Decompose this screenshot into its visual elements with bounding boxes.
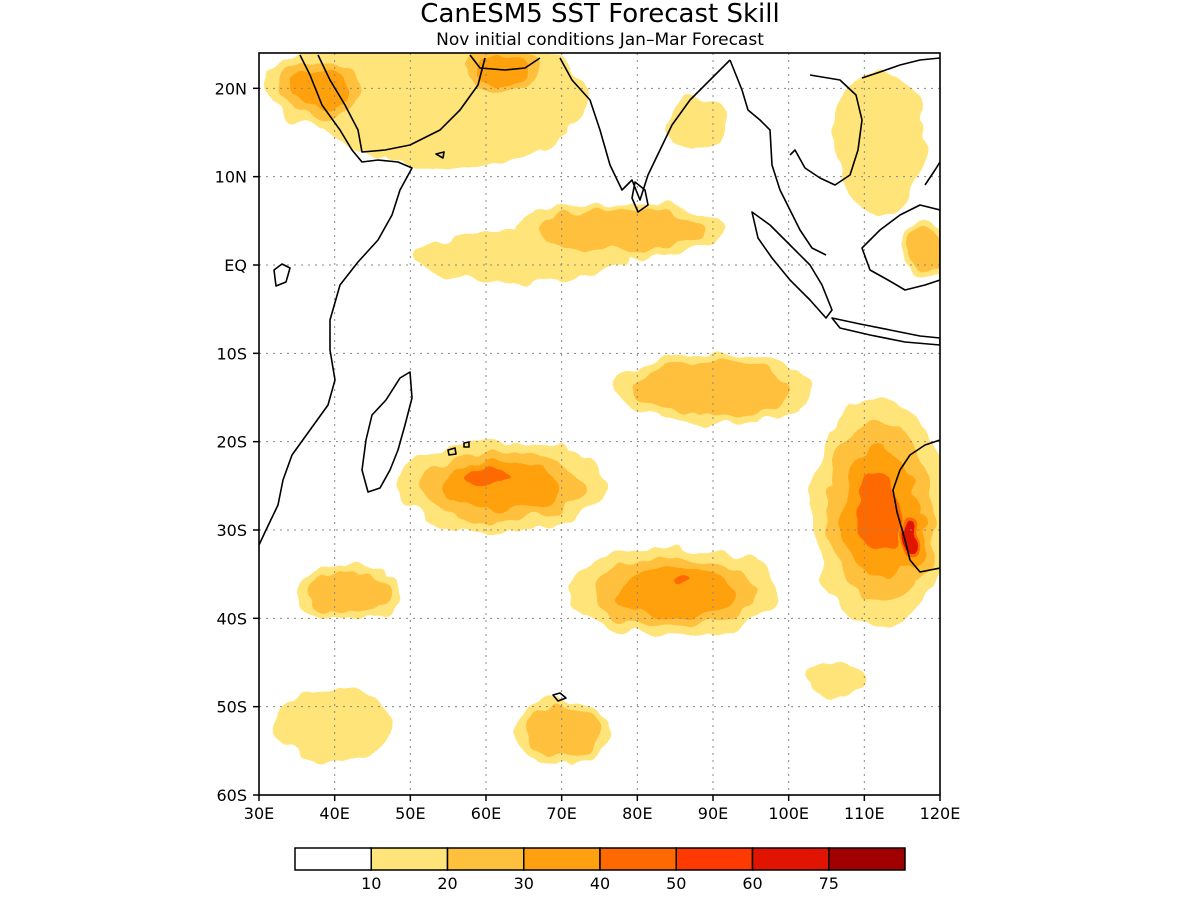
lon-tick-label: 60E [471, 804, 501, 823]
skill-region-subantarctic-east-l1 [803, 662, 865, 698]
lat-tick-label: 10S [216, 344, 247, 363]
lat-tick-label: 20S [216, 433, 247, 452]
lon-tick-label: 70E [546, 804, 576, 823]
color-bar-swatch [370, 847, 449, 871]
reunion-island [463, 441, 470, 448]
color-bar: 10 20 30 40 50 60 75 [294, 847, 906, 893]
lat-tick-label: 30S [216, 521, 247, 540]
skill-region-subantarctic-west-l1 [274, 689, 396, 760]
map-frame [258, 52, 941, 796]
lon-tick-label: 50E [395, 804, 425, 823]
lon-tick-label: 100E [768, 804, 809, 823]
skill-region-gulf-oman-l3 [471, 55, 531, 86]
philippines-coastline [924, 161, 940, 186]
iran-coastline [469, 54, 541, 71]
color-bar-swatch [446, 847, 525, 871]
skill-region-southern-band-core-l4 [675, 578, 691, 588]
color-bar-label: 10 [361, 874, 381, 893]
lon-tick-label: 40E [319, 804, 349, 823]
color-bar-swatch [751, 847, 830, 871]
coastlines [259, 54, 940, 702]
map-title: CanESM5 SST Forecast Skill [420, 0, 779, 29]
lon-tick-label: 110E [844, 804, 885, 823]
skill-region-southwest-patch-l2 [308, 571, 392, 613]
socotra-island [435, 151, 445, 159]
java-coastline [831, 317, 940, 346]
sri-lanka-coastline [631, 181, 649, 213]
lat-tick-label: EQ [224, 256, 247, 275]
color-bar-label: 50 [666, 874, 686, 893]
lon-tick-label: 90E [698, 804, 728, 823]
lat-tick-label: 40S [216, 609, 247, 628]
color-bar-swatch [675, 847, 754, 871]
arabia-coastline [317, 54, 486, 153]
malay-peninsula-coastline [729, 59, 827, 256]
lat-tick-label: 10N [215, 168, 247, 187]
sumatra-coastline [751, 211, 833, 319]
skill-region-southern-band-l3 [615, 567, 735, 617]
skill-region-madagascar-core-l4 [462, 467, 510, 487]
lon-tick-label: 30E [244, 804, 274, 823]
skill-region-bay-of-bengal-l1 [667, 97, 729, 151]
lat-tick-label: 20N [215, 79, 247, 98]
color-bar-swatch [599, 847, 677, 871]
skill-region-red-sea-gulf-l3 [289, 68, 350, 109]
map-axes: 30E 40E 50E 60E 70E 80E 90E 100E 110E 120E 20N 10N E… [215, 79, 961, 823]
africa-coastline [259, 54, 413, 546]
color-bar-swatch [294, 847, 372, 871]
lat-tick-label: 50S [216, 698, 247, 717]
skill-region-east-equatorial-band-l2 [539, 208, 705, 251]
map-grid [259, 53, 940, 795]
borneo-coastline [861, 204, 940, 291]
color-bar-label: 40 [590, 874, 610, 893]
indochina-coastline [789, 74, 863, 186]
color-bar-swatch [523, 847, 601, 871]
madagascar-coastline [361, 371, 413, 493]
color-bar-label: 30 [514, 874, 534, 893]
india-coastline [559, 57, 731, 201]
kerguelen-island [552, 692, 567, 702]
lon-tick-label: 80E [622, 804, 652, 823]
map-subtitle: Nov initial conditions Jan–Mar Forecast [436, 30, 764, 50]
zanzibar-island [273, 263, 291, 287]
mauritius-island [447, 447, 457, 456]
lon-tick-label: 120E [920, 804, 961, 823]
skill-region-south-china-sea-l1 [834, 70, 925, 213]
skill-region-java-sea-l2 [907, 226, 940, 268]
lat-tick-label: 60S [216, 786, 247, 805]
skill-region-south-central-band-l2 [636, 361, 790, 417]
australia-coastline [892, 439, 940, 573]
skill-region-west-australia-shelf-l4 [856, 473, 903, 552]
color-bar-swatch [828, 847, 906, 871]
color-bar-label: 75 [819, 874, 839, 893]
color-bar-label: 60 [742, 874, 762, 893]
china-coastline [861, 57, 940, 79]
skill-field [266, 53, 940, 769]
color-bar-label: 20 [437, 874, 457, 893]
